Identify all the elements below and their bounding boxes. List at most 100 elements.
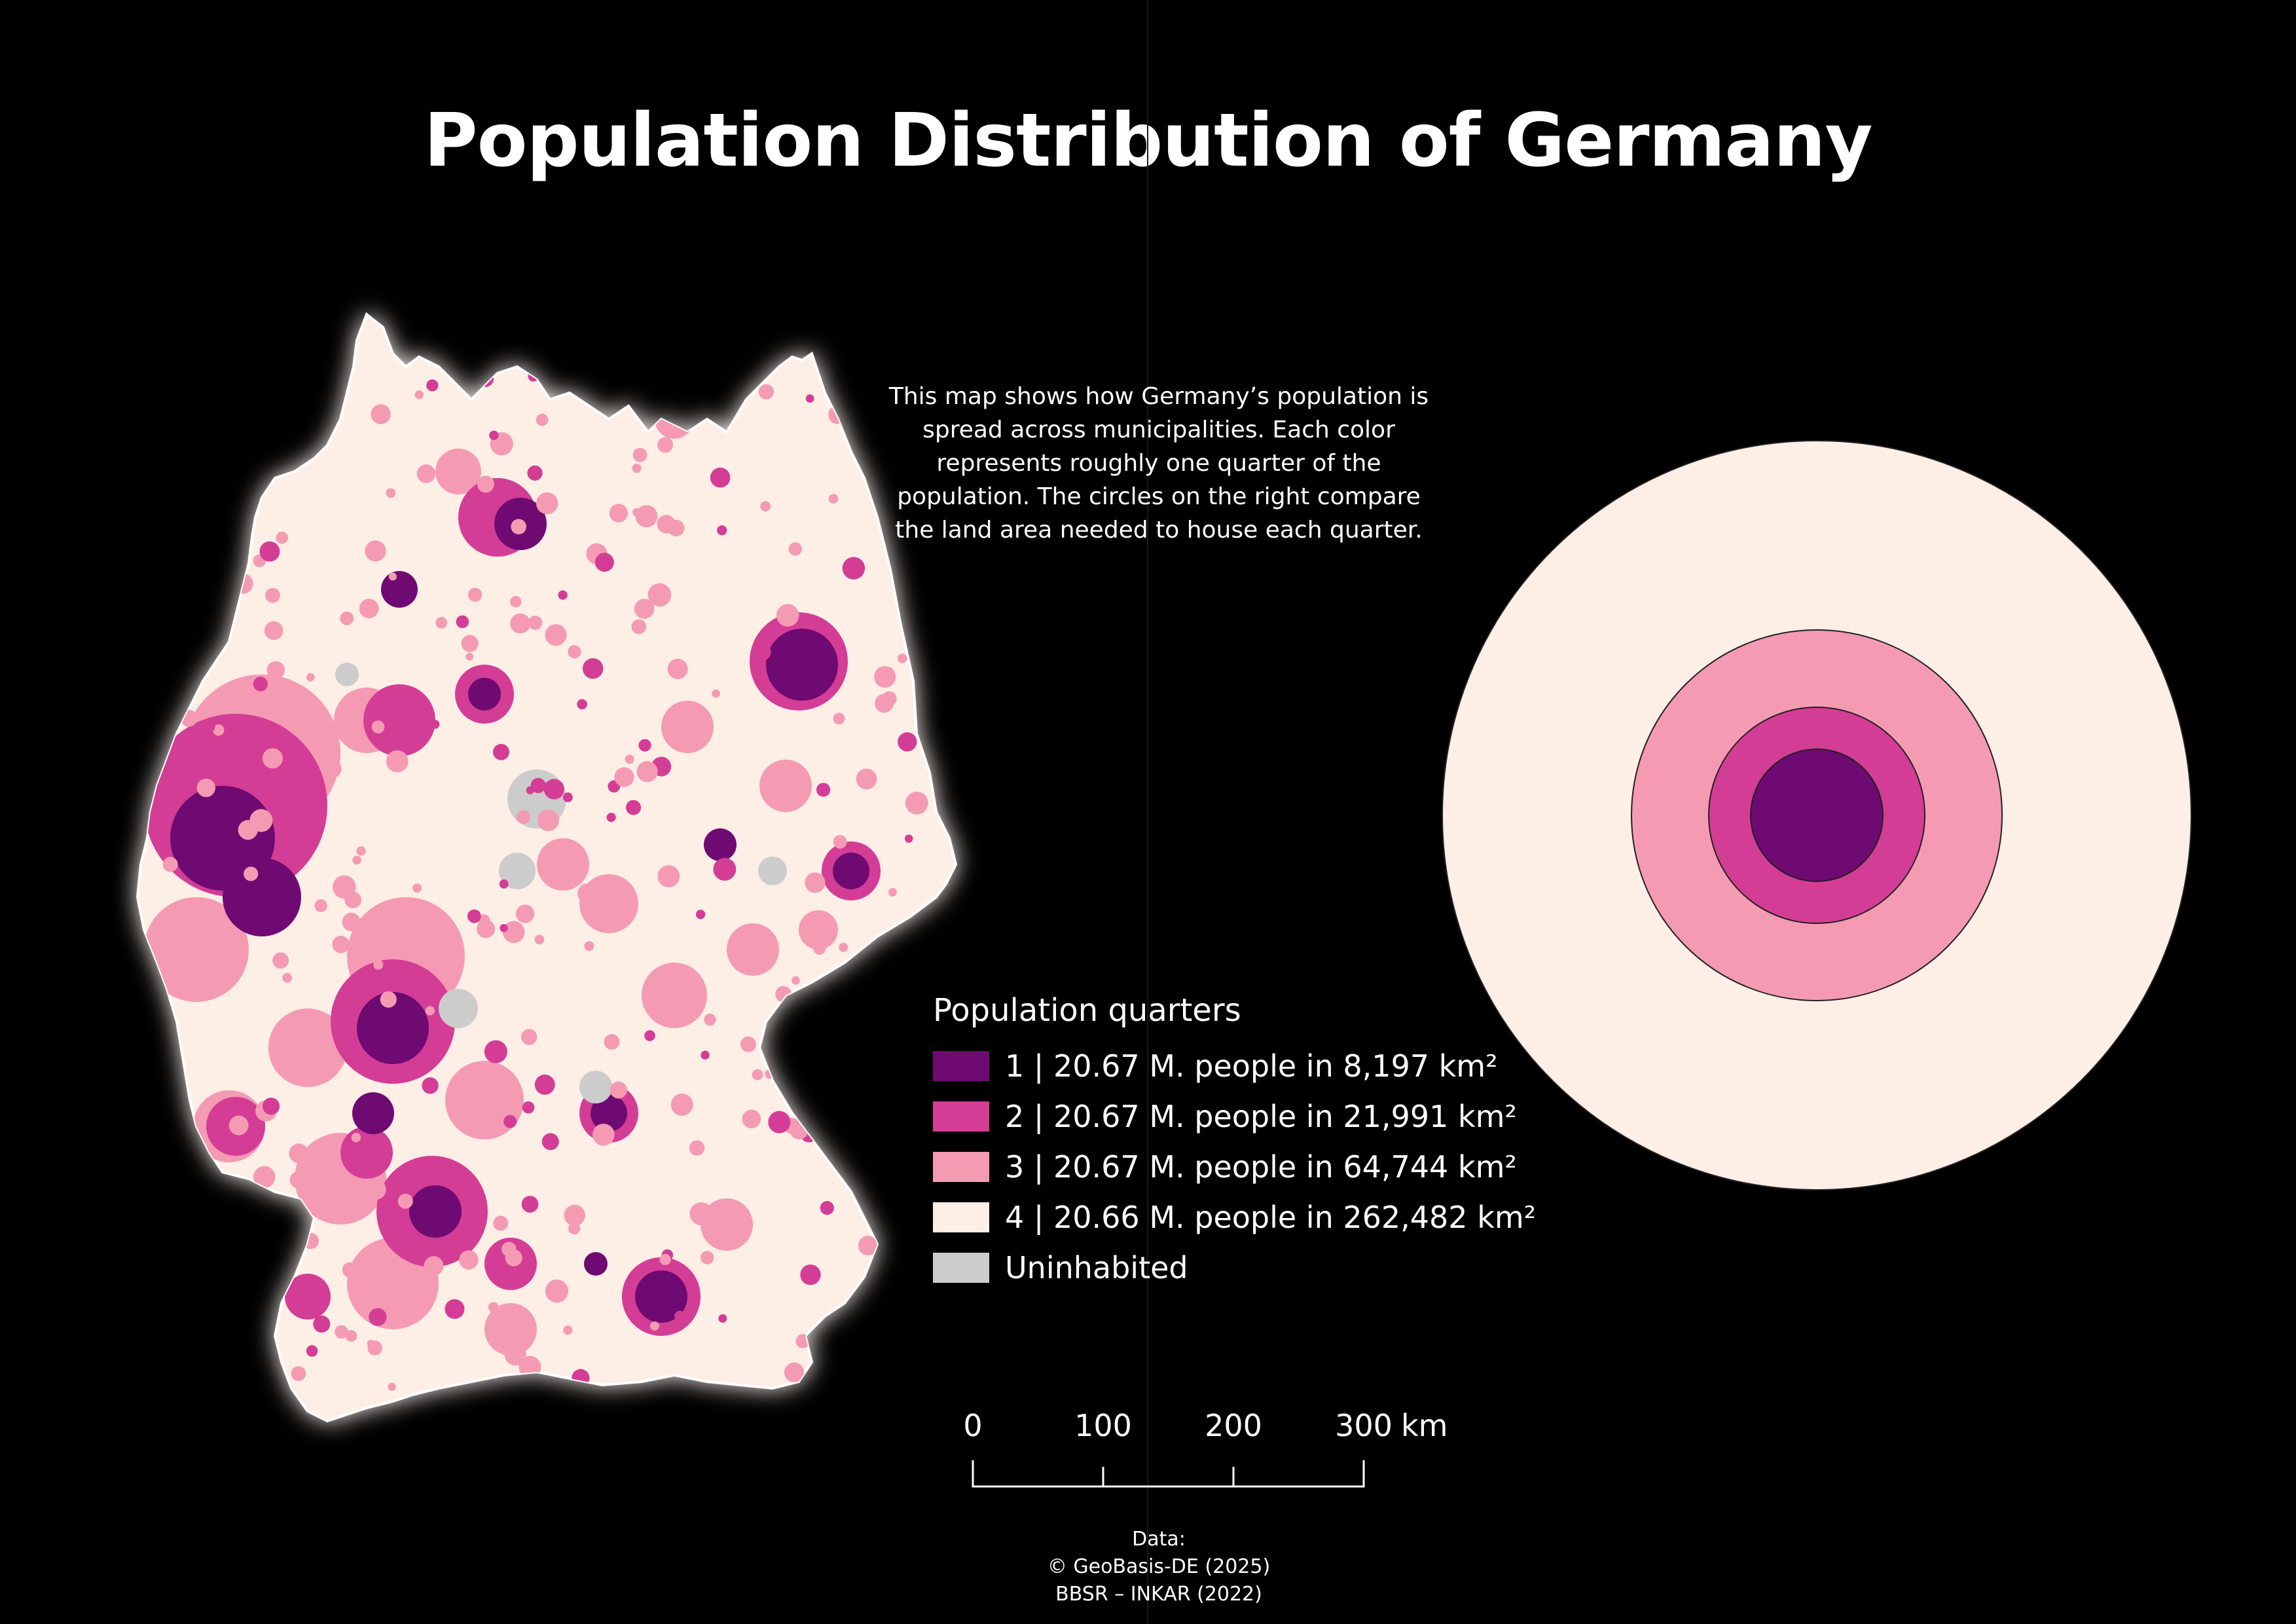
legend-label: 4 | 20.66 M. people in 262,482 km² [1005, 1199, 1537, 1235]
municipality-cluster [537, 838, 589, 891]
municipality-cluster [902, 367, 913, 377]
municipality-cluster [179, 709, 191, 720]
municipality-cluster [816, 783, 831, 797]
municipality-cluster [635, 1270, 687, 1323]
municipality-cluster [833, 712, 845, 725]
municipality-cluster [484, 1040, 507, 1063]
municipality-cluster [752, 1069, 763, 1080]
municipality-cluster [828, 982, 839, 993]
municipality-cluster [568, 1223, 581, 1235]
municipality-cluster [713, 858, 737, 881]
legend-item: 4 | 20.66 M. people in 262,482 km² [933, 1192, 1536, 1242]
municipality-cluster [510, 596, 522, 608]
municipality-cluster [519, 1356, 541, 1378]
municipality-cluster [333, 875, 356, 899]
legend-label: 1 | 20.67 M. people in 8,197 km² [1005, 1048, 1498, 1084]
municipality-cluster [858, 1236, 878, 1256]
municipality-cluster [352, 1092, 394, 1134]
municipality-cluster [459, 1250, 479, 1270]
legend-title: Population quarters [933, 992, 1241, 1029]
municipality-cluster [632, 464, 642, 473]
municipality-cluster [584, 941, 594, 951]
municipality-cluster [704, 828, 737, 861]
municipality-cluster [674, 1310, 685, 1322]
municipality-cluster [768, 1111, 791, 1134]
municipality-cluster [517, 810, 531, 824]
municipality-cluster [528, 616, 543, 630]
municipality-cluster [636, 761, 658, 783]
municipality-cluster [228, 1115, 249, 1135]
municipality-cluster [164, 1357, 182, 1375]
municipality-cluster [670, 1093, 693, 1116]
legend-item: 2 | 20.67 M. people in 21,991 km² [933, 1091, 1536, 1141]
municipality-cluster [196, 778, 215, 798]
municipality-cluster [657, 865, 680, 888]
municipality-cluster [564, 1204, 585, 1227]
municipality-cluster [414, 390, 424, 399]
municipality-cluster [522, 1101, 535, 1114]
municipality-cluster [291, 406, 314, 430]
municipality-cluster [647, 583, 672, 607]
municipality-cluster [606, 813, 616, 822]
municipality-cluster [268, 1008, 347, 1087]
credits-line: BBSR – INKAR (2022) [1055, 1583, 1262, 1606]
municipality-cluster [388, 1382, 396, 1391]
municipality-cluster [805, 872, 826, 893]
municipality-cluster [223, 1262, 233, 1272]
municipality-cluster [521, 1196, 539, 1213]
municipality-cluster [663, 361, 679, 378]
municipality-cluster [766, 629, 838, 701]
municipality-cluster [435, 449, 481, 494]
scale-tick-label: 0 [963, 1408, 983, 1443]
municipality-cluster [644, 1030, 655, 1041]
municipality-cluster [392, 1285, 409, 1303]
municipality-cluster [492, 743, 509, 760]
legend: Population quarters 1 | 20.67 M. people … [933, 992, 1536, 1293]
municipality-cluster [426, 379, 439, 392]
municipality-cluster [579, 874, 638, 933]
municipality-cluster [397, 1193, 413, 1209]
municipality-cluster [435, 617, 448, 629]
legend-label: Uninhabited [1005, 1249, 1188, 1285]
credits-line: © GeoBasis-DE (2025) [1047, 1555, 1271, 1578]
municipality-cluster [285, 359, 307, 380]
municipality-cluster [520, 1029, 538, 1045]
municipality-cluster [365, 1179, 386, 1200]
municipality-cluster [439, 989, 478, 1028]
municipality-cluster [572, 1369, 590, 1387]
municipality-cluster [222, 473, 233, 485]
municipality-cluster [828, 494, 839, 504]
scale-tick-label: 100 [1074, 1408, 1132, 1443]
municipality-cluster [363, 684, 435, 756]
municipality-cluster [504, 1343, 526, 1366]
municipality-cluster [568, 645, 581, 659]
municipality-cluster [582, 658, 604, 679]
municipality-cluster [625, 754, 634, 764]
municipality-cluster [558, 590, 568, 600]
legend-swatch [933, 1101, 989, 1132]
municipality-cluster [357, 992, 429, 1064]
municipality-cluster [799, 910, 838, 950]
scale-bar-line [972, 1460, 1365, 1488]
municipality-cluster [333, 718, 344, 730]
municipality-cluster [634, 599, 655, 619]
municipality-cluster [604, 1034, 620, 1050]
municipality-cluster [657, 437, 674, 453]
municipality-cluster [668, 364, 680, 375]
municipality-cluster [223, 858, 301, 936]
scale-tick-label: 200 [1205, 1408, 1262, 1443]
municipality-cluster [332, 935, 350, 953]
municipality-cluster [511, 519, 526, 535]
municipality-cluster [249, 1219, 271, 1241]
municipality-cluster [642, 963, 707, 1028]
municipality-cluster [238, 820, 258, 840]
municipality-cluster [625, 800, 642, 815]
municipality-cluster [897, 654, 907, 663]
municipality-cluster [758, 857, 787, 885]
municipality-cluster [265, 587, 280, 603]
municipality-cluster [534, 934, 545, 945]
municipality-cluster [584, 1252, 608, 1276]
municipality-cluster [534, 1074, 555, 1095]
municipality-cluster [373, 959, 384, 970]
municipality-cluster [306, 673, 315, 682]
